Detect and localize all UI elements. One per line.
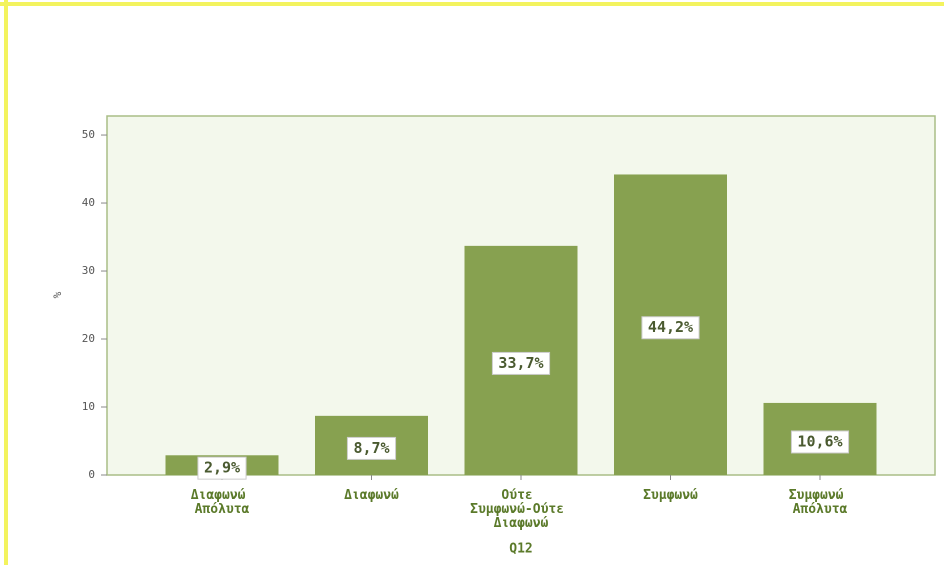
- value-label: 2,9%: [204, 459, 240, 477]
- value-label: 33,7%: [498, 354, 543, 372]
- value-label-box: [346, 436, 397, 460]
- y-axis-label: %: [51, 291, 64, 298]
- value-label: 8,7%: [353, 439, 389, 457]
- x-tick-label: Συμφωνώ Απόλυτα: [789, 488, 852, 517]
- value-label-box: [197, 456, 247, 480]
- y-tick-label: 50: [82, 128, 95, 141]
- value-label: 44,2%: [648, 318, 693, 336]
- x-tick-label: Διαφωνώ Απόλυτα: [191, 488, 254, 517]
- x-tick-label: Διαφωνώ: [344, 488, 399, 503]
- x-tick-label: Ούτε Συμφωνώ-Ούτε Διαφωνώ: [470, 488, 572, 531]
- x-axis-label: Q12: [509, 542, 532, 557]
- value-label-box: [491, 351, 551, 375]
- value-label-box: [641, 316, 700, 340]
- y-tick-label: 30: [82, 264, 95, 277]
- y-tick-label: 0: [88, 468, 95, 481]
- x-tick-label: Συμφωνώ: [643, 488, 698, 503]
- value-label: 10,6%: [797, 432, 842, 450]
- y-tick-label: 20: [82, 332, 95, 345]
- y-tick-label: 10: [82, 400, 95, 413]
- y-tick-label: 40: [82, 196, 95, 209]
- value-label-box: [790, 430, 850, 454]
